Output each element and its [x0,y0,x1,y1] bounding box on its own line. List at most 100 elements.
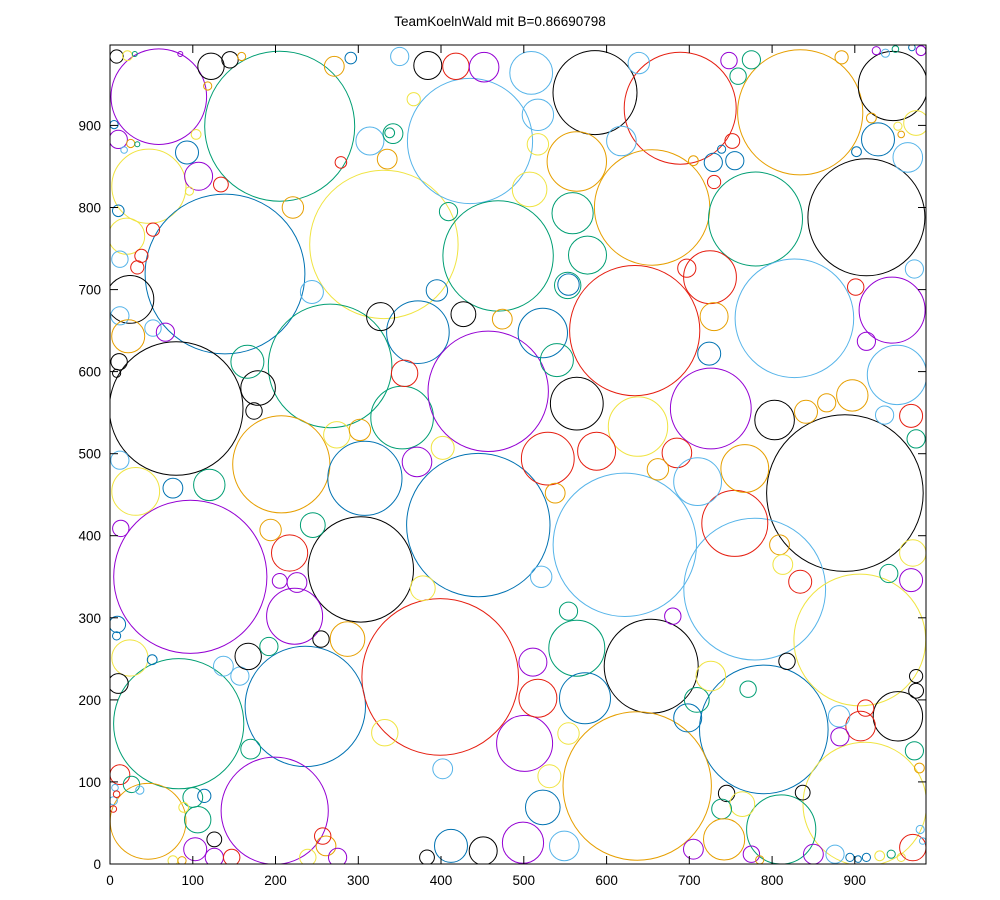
packed-circle-violet [113,499,268,654]
packed-circle-orange [755,855,765,864]
packed-circle-black [717,784,736,803]
packed-circle-blue [559,672,611,725]
packed-circle-black [312,630,330,648]
packed-circle-sky-blue [509,51,554,95]
packed-circle-black [110,353,128,371]
packed-circle-orange [703,818,746,861]
packed-circle-sky-blue [406,77,534,205]
packed-circle-teal-green [906,429,926,449]
packed-circle-teal-green [711,798,732,820]
packed-circle-yellow [874,850,886,862]
packed-circle-red [856,699,875,717]
packed-circle-blue [861,852,872,863]
packed-circle-teal-green [708,171,803,267]
packed-circle-yellow [537,764,562,789]
packed-circle-violet [177,51,184,57]
packed-circle-sky-blue [918,837,926,845]
packed-circle-yellow [607,396,669,457]
packed-circle-teal-green [184,806,212,834]
packed-circle-red [899,833,926,862]
packed-circle-violet [669,367,752,450]
packed-circle-sky-blue [892,142,924,173]
y-tick-label: 0 [93,857,101,872]
packed-circle-red [213,176,229,193]
packed-circle-sky-blue [432,758,454,780]
y-tick-label: 100 [78,775,101,790]
packed-circle-teal-green [554,271,582,300]
packed-circle-sky-blue [549,830,580,862]
packed-circle-orange [177,856,187,864]
packed-circle-sky-blue [734,258,855,379]
packed-circle-orange [817,393,837,413]
packed-circle-teal-green [904,741,925,761]
packed-circle-violet [110,129,128,149]
packed-circle-teal-green [729,67,747,85]
packed-circle-teal-green [746,794,817,864]
packed-circle-blue [434,828,468,863]
packed-circle-teal-green [886,849,896,859]
packed-circle-black [112,368,122,378]
packed-circle-blue [557,273,580,296]
packed-circle-yellow [309,169,459,320]
packed-circle-yellow [299,848,317,864]
packed-circle-red [145,222,161,237]
packed-circle-yellow [526,133,550,156]
packed-circle-blue [703,152,723,172]
packed-circle-red [847,278,865,296]
packed-circle-black [110,275,155,324]
packed-circle-teal-green [259,636,279,657]
packed-circle-red [110,764,131,785]
packed-circle-black [110,49,124,64]
packed-circle-black [754,399,795,441]
packed-circle-black [549,376,604,431]
packed-circle-blue [386,300,450,365]
packed-circle-orange [544,482,566,504]
packed-circle-yellow [323,421,351,449]
packed-circle-black [206,831,223,848]
y-tick-label: 600 [78,365,101,380]
packed-circle-orange [737,49,864,176]
packed-circle-sky-blue [521,98,555,132]
packed-circle-sky-blue [627,51,650,75]
packed-circle-sky-blue [110,796,118,806]
packed-circle-black [110,673,129,694]
packed-circle-black [221,51,239,69]
packed-circle-teal-green [539,343,574,378]
packed-circle-blue [697,341,722,366]
packed-circle-blue [175,140,199,165]
packed-circle-yellow [122,50,133,62]
x-tick-label: 300 [347,873,370,888]
packed-circle-orange [281,196,305,219]
packed-circle-teal-green [204,50,356,202]
packed-circle-violet [830,727,850,747]
packed-circle-teal-green [113,658,245,790]
axes-layer: 0 100 200 300 400 500 600 700 800 900 0 100 200 300 40… [78,45,926,888]
packed-circle-red [518,678,558,718]
packed-circle-violet [742,845,761,863]
packed-circle-violet [266,587,324,645]
packed-circle-teal-green [122,775,141,794]
packed-circle-teal-green [551,192,594,235]
packed-circle-black [468,836,498,864]
packed-circle-sky-blue [120,146,128,154]
packed-circle-red [112,790,121,799]
packed-circle-sky-blue [390,46,410,67]
packed-circle-orange [836,379,869,412]
packed-circle-violet [501,821,545,864]
x-tick-label: 100 [182,873,205,888]
packed-circle-red [390,359,419,387]
packed-circle-red [845,710,876,742]
packed-circle-sky-blue [144,319,162,337]
packed-circle-orange [376,148,398,170]
packed-circle-red [623,51,737,165]
packed-circle-orange [562,711,712,861]
packed-circle-sky-blue [530,565,553,588]
packed-circle-red [661,437,693,469]
packed-circle-orange [237,51,247,62]
packed-circle-blue [854,855,862,863]
packed-circle-sky-blue [683,517,827,661]
packed-circle-teal-green [548,619,606,677]
packed-circle-black [240,370,276,406]
